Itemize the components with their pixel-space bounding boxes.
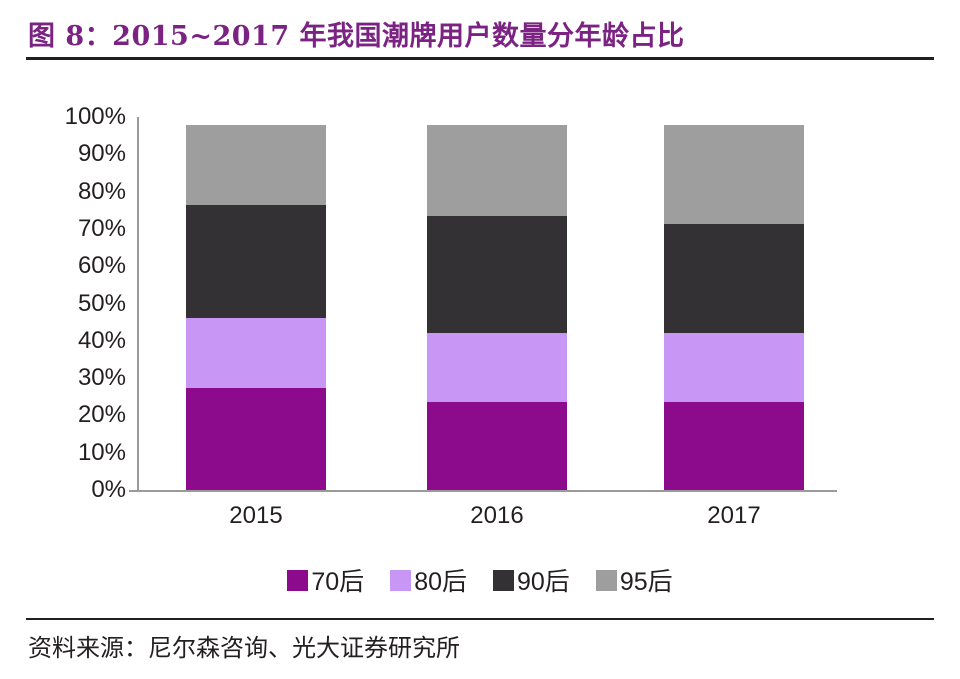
legend-item[interactable]: 80后 xyxy=(390,562,467,598)
y-axis-tick-label: 10% xyxy=(77,438,126,466)
y-axis-tick-mark-zero xyxy=(129,490,138,492)
legend-label: 80后 xyxy=(414,568,467,596)
title-divider xyxy=(26,57,934,60)
y-axis-tick-label: 30% xyxy=(77,364,126,392)
source-note: 资料来源：尼尔森咨询、光大证券研究所 xyxy=(28,634,460,662)
legend-item[interactable]: 70后 xyxy=(287,562,364,598)
bar-segment[interactable] xyxy=(427,402,567,490)
legend-item[interactable]: 90后 xyxy=(493,562,570,598)
title-block: 图 8：2015~2017 年我国潮牌用户数量分年龄占比 xyxy=(0,0,960,62)
y-axis-tick-label: 80% xyxy=(77,177,126,205)
stacked-bar[interactable] xyxy=(427,125,567,490)
x-axis-tick-label: 2016 xyxy=(470,502,524,529)
y-axis-tick-label: 40% xyxy=(77,326,126,354)
bar-segment[interactable] xyxy=(664,223,804,334)
x-axis-line xyxy=(137,490,837,492)
legend-label: 95后 xyxy=(619,568,673,596)
bars-layer xyxy=(0,125,960,490)
chart-plot-area: 100% 90% 80% 70% 60% 50% 40% 30% 20% 10% 0% 2015 20… xyxy=(0,62,960,607)
stacked-bar[interactable] xyxy=(664,125,804,490)
legend-swatch-icon xyxy=(595,569,617,591)
bar-segment[interactable] xyxy=(427,125,567,217)
bar-segment[interactable] xyxy=(664,125,804,224)
y-axis-tick-label: 70% xyxy=(77,214,126,242)
bar-segment[interactable] xyxy=(186,125,326,206)
footer-divider xyxy=(26,618,934,620)
bar-segment[interactable] xyxy=(664,333,804,403)
x-axis-tick-label: 2015 xyxy=(229,502,283,529)
bar-segment[interactable] xyxy=(186,387,326,490)
page-title: 图 8：2015~2017 年我国潮牌用户数量分年龄占比 xyxy=(28,21,685,52)
bar-segment[interactable] xyxy=(186,318,326,388)
y-axis-tick-label: 60% xyxy=(77,252,126,280)
legend-label: 90后 xyxy=(517,568,570,596)
stacked-bar[interactable] xyxy=(186,125,326,490)
bar-segment[interactable] xyxy=(427,216,567,334)
chart-legend: 70后 80后 90后 95后 xyxy=(0,562,960,598)
y-axis-tick-label: 0% xyxy=(91,476,126,503)
legend-item[interactable]: 95后 xyxy=(595,562,673,598)
y-axis-line xyxy=(137,117,139,492)
y-axis-tick-label: 20% xyxy=(77,401,126,429)
y-axis-tick-label: 100% xyxy=(64,103,126,130)
bar-segment[interactable] xyxy=(186,205,326,319)
bar-segment[interactable] xyxy=(664,402,804,490)
y-axis-tick-label: 50% xyxy=(77,289,126,317)
bar-segment[interactable] xyxy=(427,333,567,403)
y-axis-tick-label: 90% xyxy=(77,140,126,168)
y-axis-tick-labels: 100% 90% 80% 70% 60% 50% 40% 30% 20% 10% 0% xyxy=(36,62,126,507)
x-axis-tick-label: 2017 xyxy=(707,502,761,529)
legend-swatch-icon xyxy=(287,569,309,591)
legend-swatch-icon xyxy=(493,569,514,591)
legend-swatch-icon xyxy=(390,569,412,591)
legend-label: 70后 xyxy=(311,568,365,596)
